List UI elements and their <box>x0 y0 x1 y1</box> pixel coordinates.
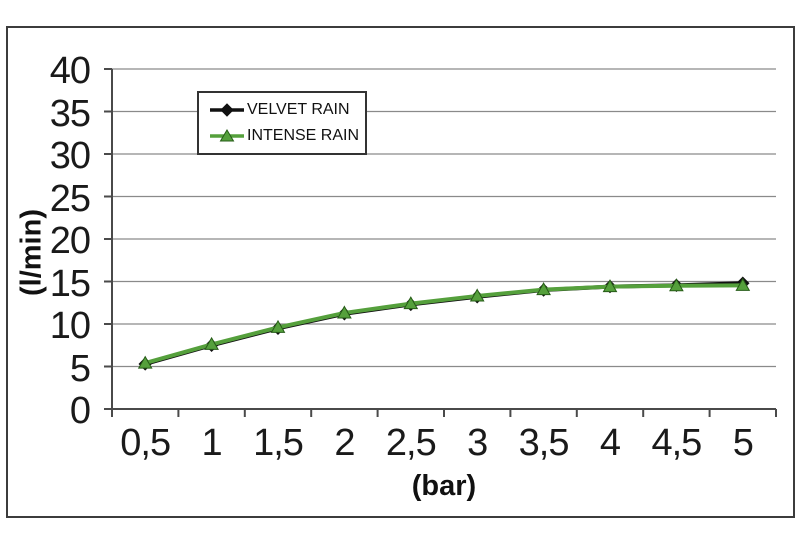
triangle-marker-icon <box>602 279 618 293</box>
triangle-marker-icon <box>270 319 286 333</box>
chart-frame <box>6 26 795 518</box>
y-tick-label: 30 <box>49 135 91 177</box>
triangle-marker-icon <box>137 355 153 369</box>
x-tick-label: 4 <box>599 422 621 464</box>
x-tick-label: 3 <box>467 422 488 464</box>
y-tick-label: 0 <box>69 390 91 432</box>
x-tick-label: 2,5 <box>385 422 437 464</box>
x-tick-label: 5 <box>732 422 754 464</box>
legend-label: INTENSE RAIN <box>247 127 360 144</box>
triangle-marker-icon <box>469 288 485 302</box>
series-line-intense-rain <box>143 283 745 366</box>
diamond-legend-marker-icon <box>210 103 244 117</box>
triangle-marker-icon <box>403 296 419 310</box>
legend-item-intense-rain: INTENSE RAIN <box>209 127 365 145</box>
x-tick-label: 1 <box>201 422 223 464</box>
triangle-marker-icon <box>669 278 684 292</box>
x-tick-label: 4,5 <box>651 422 702 464</box>
triangle-legend-marker-icon <box>210 129 244 142</box>
triangle-marker-icon <box>337 305 352 319</box>
x-tick-label: 2 <box>334 422 355 464</box>
y-tick-label: 25 <box>49 177 91 220</box>
y-tick-label: 10 <box>49 305 91 347</box>
x-tick-label: 3,5 <box>518 422 570 464</box>
y-tick-label: 35 <box>49 92 91 135</box>
y-tick-label: 15 <box>49 262 91 305</box>
x-axis-title: (bar) <box>411 470 477 502</box>
triangle-marker-icon <box>536 282 551 296</box>
x-tick-label: 0,5 <box>120 422 171 464</box>
y-tick-label: 5 <box>69 347 91 390</box>
x-tick-label: 1,5 <box>253 422 304 464</box>
legend: VELVET RAIN INTENSE RAIN <box>197 91 367 155</box>
triangle-marker-icon <box>735 277 751 291</box>
y-axis-title: (l/min) <box>15 209 48 296</box>
legend-label: VELVET RAIN <box>247 101 350 118</box>
triangle-marker-icon <box>204 336 219 350</box>
legend-item-velvet-rain: VELVET RAIN <box>209 101 365 119</box>
y-tick-label: 20 <box>49 220 91 262</box>
y-tick-label: 40 <box>49 50 91 92</box>
